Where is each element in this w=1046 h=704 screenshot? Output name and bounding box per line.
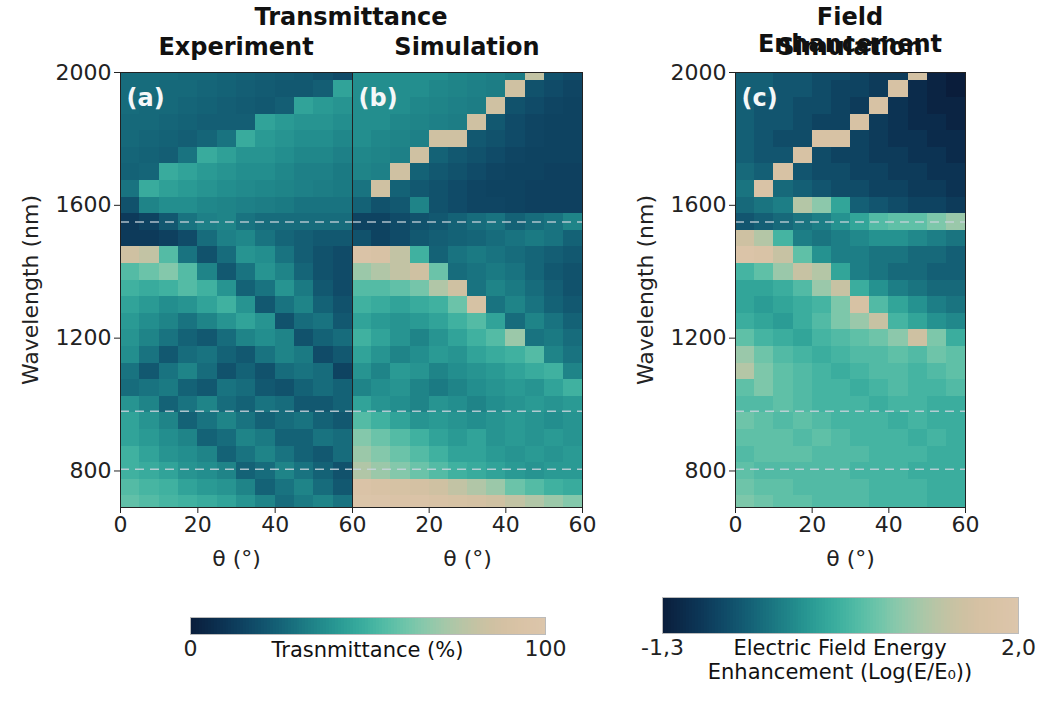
svg-text:20: 20 (798, 512, 826, 537)
html-text:Experiment: Experiment (158, 33, 314, 61)
svg-text:60: 60 (952, 512, 980, 537)
svg-text:40: 40 (875, 512, 903, 537)
html-text:Electric Field Energy Enhancem: Electric Field Energy Enhancement (Log(E… (707, 636, 973, 684)
svg-text:20: 20 (415, 512, 443, 537)
svg-text:800: 800 (70, 458, 112, 483)
svg-text:(a): (a) (127, 84, 165, 112)
svg-text:(c): (c) (742, 84, 778, 112)
svg-text:Wavelength (nm): Wavelength (nm) (18, 195, 43, 385)
svg-text:1600: 1600 (56, 192, 112, 217)
svg-text:θ (°): θ (°) (212, 546, 261, 571)
html-text:Field Enhancement: Field Enhancement (757, 3, 943, 58)
svg-text:60: 60 (339, 512, 367, 537)
svg-text:0: 0 (114, 512, 128, 537)
svg-text:0: 0 (184, 636, 198, 661)
svg-text:1600: 1600 (671, 192, 727, 217)
html-text:Trasnmittance (%): Trasnmittance (%) (271, 638, 464, 662)
svg-text:θ (°): θ (°) (443, 546, 492, 571)
svg-text:1200: 1200 (56, 325, 112, 350)
svg-text:(b): (b) (359, 84, 398, 112)
svg-text:800: 800 (685, 458, 727, 483)
html-text:Simulation: Simulation (777, 33, 923, 61)
svg-text:100: 100 (525, 636, 567, 661)
html-text:Transmittance: Transmittance (254, 3, 448, 31)
svg-text:θ (°): θ (°) (826, 546, 875, 571)
svg-text:40: 40 (492, 512, 520, 537)
svg-text:2000: 2000 (671, 60, 727, 85)
svg-text:40: 40 (261, 512, 289, 537)
svg-text:20: 20 (184, 512, 212, 537)
svg-text:0: 0 (729, 512, 743, 537)
svg-text:2,0: 2,0 (1001, 635, 1036, 660)
svg-text:1200: 1200 (671, 325, 727, 350)
svg-text:-1,3: -1,3 (641, 635, 684, 660)
svg-text:Wavelength (nm): Wavelength (nm) (633, 195, 658, 385)
svg-text:60: 60 (569, 512, 597, 537)
html-text:Simulation: Simulation (394, 33, 540, 61)
svg-text:2000: 2000 (56, 60, 112, 85)
